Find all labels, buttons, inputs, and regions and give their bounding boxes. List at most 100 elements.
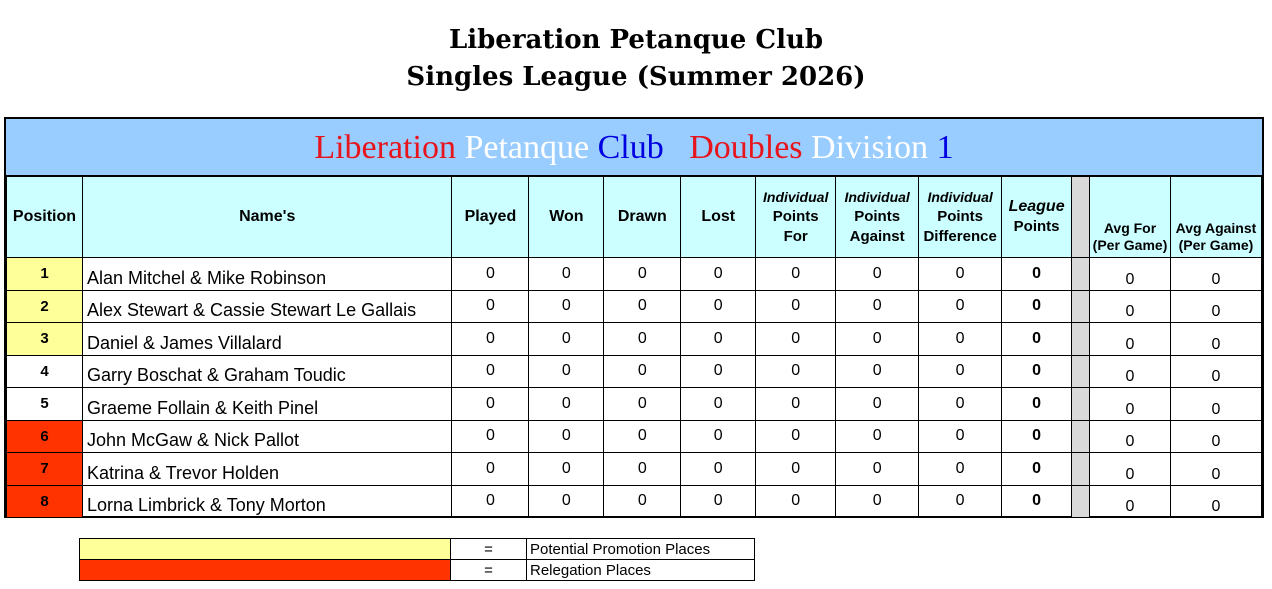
won-cell: 0 <box>528 452 605 486</box>
key-row: = Potential Promotion Places <box>79 538 755 560</box>
drawn-cell: 0 <box>603 322 682 356</box>
banner-word: Doubles <box>689 129 803 166</box>
table-row: 1 Alan Mitchel & Mike Robinson 0 0 0 0 0 0 0 0 0 0 <box>6 257 1263 291</box>
position-cell: 8 <box>6 484 83 518</box>
points-against-cell: 0 <box>835 322 920 356</box>
points-difference-cell: 0 <box>918 387 1003 421</box>
avg-for-cell: 0 <box>1089 354 1171 388</box>
avg-for-cell: 0 <box>1089 484 1171 518</box>
team-name-cell: John McGaw & Nick Pallot <box>81 419 453 453</box>
points-against-cell: 0 <box>835 289 920 323</box>
points-for-cell: 0 <box>755 257 837 291</box>
header-points-for-line2: Points <box>772 208 819 225</box>
avg-against-cell: 0 <box>1169 452 1263 486</box>
header-points-against: Individual Points Against <box>835 176 920 258</box>
header-played: Played <box>451 176 530 258</box>
won-cell: 0 <box>528 419 605 453</box>
standings-table: Position Name's Played Won Drawn Lost In… <box>6 176 1263 518</box>
header-avg-against: Avg Against (Per Game) <box>1169 176 1263 258</box>
drawn-cell: 0 <box>603 419 682 453</box>
key-equals: = <box>450 559 527 581</box>
points-against-cell: 0 <box>835 387 920 421</box>
standings-body: 1 Alan Mitchel & Mike Robinson 0 0 0 0 0 0 0 0 0 0 2… <box>6 257 1263 518</box>
won-cell: 0 <box>528 387 605 421</box>
spacer-cell <box>1071 419 1091 453</box>
key-label: Potential Promotion Places <box>526 538 755 560</box>
header-points-against-line1: Individual <box>844 189 910 205</box>
team-name-cell: Daniel & James Villalard <box>81 322 453 356</box>
points-against-cell: 0 <box>835 257 920 291</box>
header-avg-against-line1: Avg Against <box>1175 220 1257 236</box>
table-row: 2 Alex Stewart & Cassie Stewart Le Gallai… <box>6 289 1263 323</box>
header-avg-for: Avg For (Per Game) <box>1089 176 1171 258</box>
page-heading: Liberation Petanque Club Singles League … <box>0 22 1272 96</box>
points-difference-cell: 0 <box>918 452 1003 486</box>
won-cell: 0 <box>528 322 605 356</box>
team-name-cell: Alex Stewart & Cassie Stewart Le Gallais <box>81 289 453 323</box>
avg-against-cell: 0 <box>1169 322 1263 356</box>
avg-for-cell: 0 <box>1089 452 1171 486</box>
league-points-cell: 0 <box>1001 322 1073 356</box>
header-points-difference-line2: Points <box>937 208 984 225</box>
points-for-cell: 0 <box>755 419 837 453</box>
header-names: Name's <box>81 176 453 258</box>
played-cell: 0 <box>451 322 530 356</box>
points-difference-cell: 0 <box>918 322 1003 356</box>
lost-cell: 0 <box>680 257 757 291</box>
avg-for-cell: 0 <box>1089 322 1171 356</box>
lost-cell: 0 <box>680 387 757 421</box>
league-points-cell: 0 <box>1001 257 1073 291</box>
table-row: 8 Lorna Limbrick & Tony Morton 0 0 0 0 0 0 0 0 0 0 <box>6 484 1263 518</box>
header-spacer <box>1071 176 1091 258</box>
drawn-cell: 0 <box>603 289 682 323</box>
banner-word: Petanque <box>464 129 590 166</box>
points-against-cell: 0 <box>835 452 920 486</box>
position-cell: 4 <box>6 354 83 388</box>
header-points-for: Individual Points For <box>755 176 837 258</box>
points-difference-cell: 0 <box>918 354 1003 388</box>
points-difference-cell: 0 <box>918 484 1003 518</box>
points-for-cell: 0 <box>755 354 837 388</box>
played-cell: 0 <box>451 387 530 421</box>
heading-league-name: Singles League (Summer 2026) <box>406 62 866 92</box>
table-row: 4 Garry Boschat & Graham Toudic 0 0 0 0 0 0 0 0 0 0 <box>6 354 1263 388</box>
header-avg-for-line1: Avg For <box>1103 220 1157 236</box>
spacer-cell <box>1071 289 1091 323</box>
avg-against-cell: 0 <box>1169 354 1263 388</box>
lost-cell: 0 <box>680 419 757 453</box>
position-cell: 7 <box>6 452 83 486</box>
won-cell: 0 <box>528 289 605 323</box>
key-equals: = <box>450 538 527 560</box>
header-league-points-line1: League <box>1008 198 1065 215</box>
team-name-cell: Alan Mitchel & Mike Robinson <box>81 257 453 291</box>
won-cell: 0 <box>528 257 605 291</box>
header-lost: Lost <box>680 176 757 258</box>
position-cell: 5 <box>6 387 83 421</box>
header-league-points-line2: Points <box>1013 218 1060 235</box>
header-drawn: Drawn <box>603 176 682 258</box>
table-row: 7 Katrina & Trevor Holden 0 0 0 0 0 0 0 0 0 0 <box>6 452 1263 486</box>
lost-cell: 0 <box>680 289 757 323</box>
table-row: 5 Graeme Follain & Keith Pinel 0 0 0 0 0 0 0 0 0 0 <box>6 387 1263 421</box>
banner-word: Club <box>597 129 664 166</box>
banner-word: Liberation <box>314 129 456 166</box>
header-row: Position Name's Played Won Drawn Lost In… <box>6 176 1263 258</box>
points-difference-cell: 0 <box>918 289 1003 323</box>
points-against-cell: 0 <box>835 354 920 388</box>
banner-word: 1 <box>936 129 954 166</box>
lost-cell: 0 <box>680 322 757 356</box>
spacer-cell <box>1071 387 1091 421</box>
points-for-cell: 0 <box>755 289 837 323</box>
spacer-cell <box>1071 257 1091 291</box>
header-points-against-line2: Points <box>854 208 901 225</box>
spacer-cell <box>1071 484 1091 518</box>
spacer-cell <box>1071 322 1091 356</box>
team-name-cell: Graeme Follain & Keith Pinel <box>81 387 453 421</box>
drawn-cell: 0 <box>603 452 682 486</box>
header-won: Won <box>528 176 605 258</box>
header-points-for-line1: Individual <box>763 189 829 205</box>
team-name-cell: Lorna Limbrick & Tony Morton <box>81 484 453 518</box>
lost-cell: 0 <box>680 452 757 486</box>
spacer-cell <box>1071 452 1091 486</box>
header-points-difference-line1: Individual <box>927 189 993 205</box>
